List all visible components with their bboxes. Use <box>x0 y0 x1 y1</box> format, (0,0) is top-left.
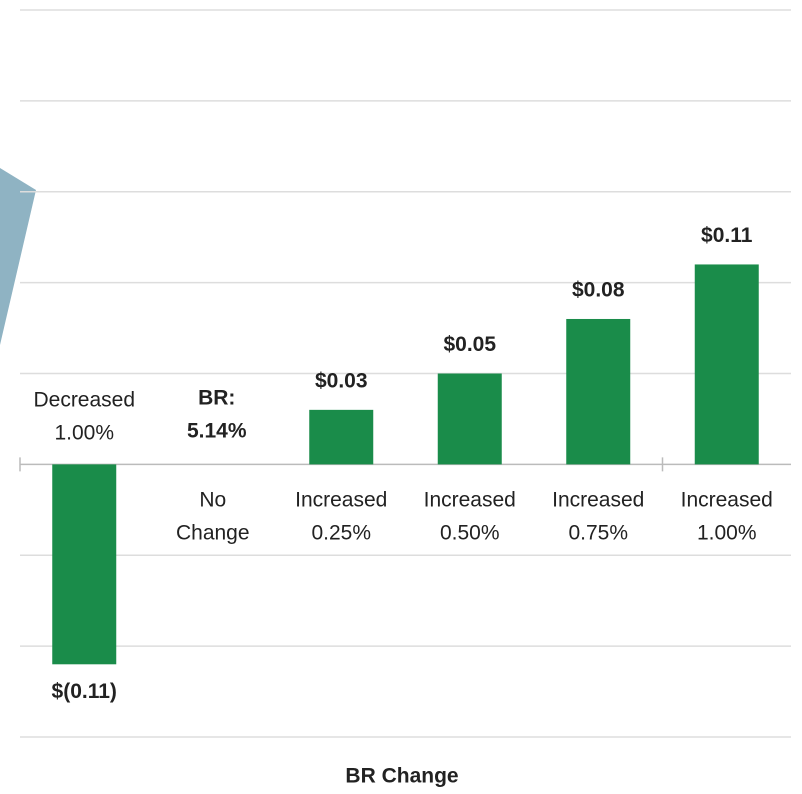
value-label: $(0.11) <box>52 680 117 703</box>
text-line: Increased <box>552 488 644 511</box>
text-line: 5.14% <box>187 419 247 442</box>
text-line: No <box>199 488 226 511</box>
text-line: Increased <box>681 488 773 511</box>
text-line: Decreased <box>33 388 135 411</box>
x-tick-label: Increased 0.75% <box>552 488 644 544</box>
value-label: $0.08 <box>572 279 625 302</box>
x-tick-label: No Change <box>176 488 250 544</box>
text-line: Change <box>176 521 250 544</box>
text-line: Increased <box>424 488 516 511</box>
value-label: $0.11 <box>701 224 753 247</box>
value-label: $0.05 <box>443 333 496 356</box>
bar <box>694 264 759 465</box>
bar <box>309 409 374 465</box>
x-tick-label: Increased 0.50% <box>424 488 516 544</box>
decoration-arrow <box>0 168 36 345</box>
text-line: 1.00% <box>54 421 114 444</box>
x-tick-label: Increased 1.00% <box>681 488 773 544</box>
text-line: 0.75% <box>568 521 628 544</box>
annotation: BR: 5.14% <box>187 386 247 442</box>
value-label: $0.03 <box>315 369 368 392</box>
bar <box>566 318 631 465</box>
bar <box>52 464 117 665</box>
bar <box>437 373 502 465</box>
x-tick-label: Increased 0.25% <box>295 488 387 544</box>
text-line: 1.00% <box>697 521 757 544</box>
text-line: 0.50% <box>440 521 500 544</box>
text-line: BR: <box>198 386 235 409</box>
x-axis-title: BR Change <box>345 765 458 788</box>
text-line: Increased <box>295 488 387 511</box>
text-line: 0.25% <box>311 521 371 544</box>
x-tick-label: Decreased 1.00% <box>33 388 135 444</box>
